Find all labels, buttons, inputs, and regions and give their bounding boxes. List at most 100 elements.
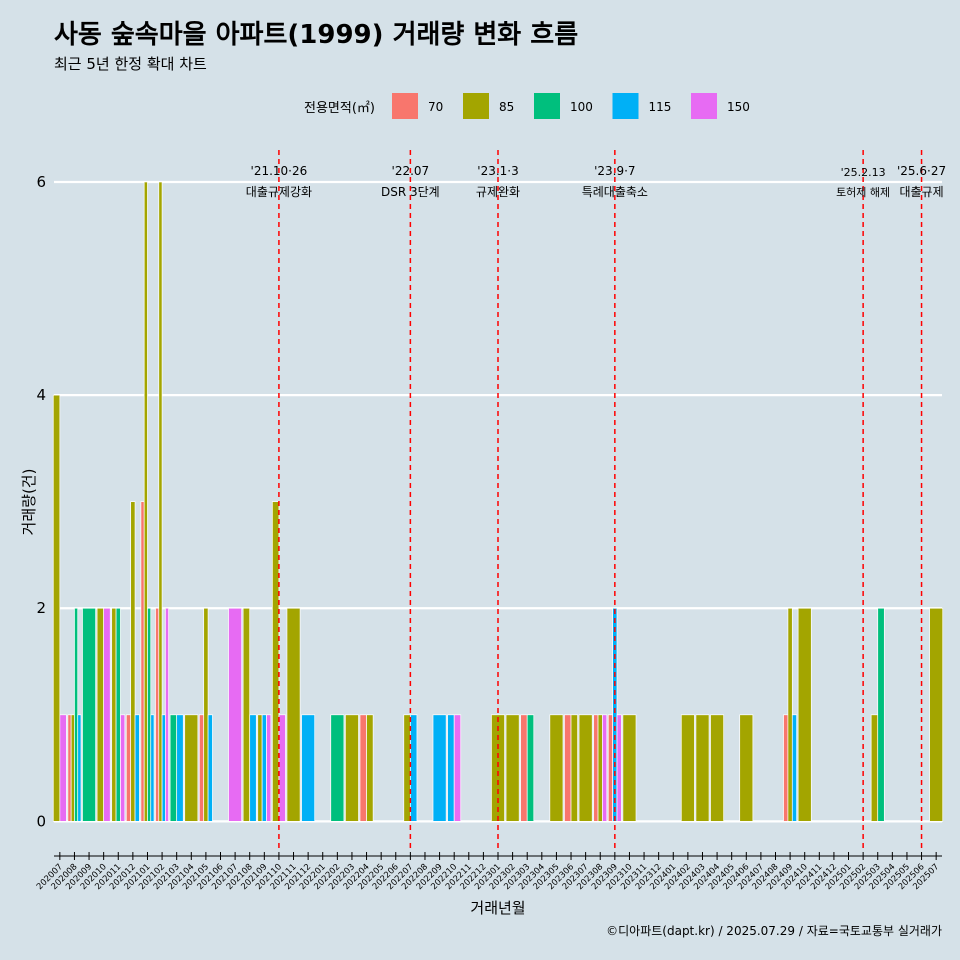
bar-202012-115 bbox=[134, 714, 140, 822]
bar-202101-70 bbox=[140, 501, 145, 822]
y-tick-2: 2 bbox=[36, 599, 46, 617]
bar-202102-115 bbox=[161, 714, 166, 822]
legend-swatch-100 bbox=[534, 93, 560, 119]
bar-202310-85 bbox=[622, 714, 637, 822]
legend-swatch-115 bbox=[612, 93, 639, 119]
bar-202011-150 bbox=[120, 714, 126, 822]
bar-202204-85 bbox=[366, 714, 374, 822]
bar-202301-85 bbox=[491, 714, 505, 822]
bar-202305-85 bbox=[549, 714, 564, 822]
bar-202210-150 bbox=[453, 714, 462, 822]
bar-202109-115 bbox=[261, 714, 267, 822]
event-label-202309: 특례대출축소 bbox=[582, 185, 648, 199]
bar-202105-115 bbox=[207, 714, 213, 822]
bar-202008-100 bbox=[74, 607, 79, 822]
bar-202102-85 bbox=[158, 181, 163, 822]
bar-202203-85 bbox=[345, 714, 359, 822]
bar-202503-85 bbox=[870, 714, 879, 822]
x-axis-title: 거래년월 bbox=[470, 899, 525, 917]
bar-202008-115 bbox=[77, 714, 82, 822]
event-date-202506: '25.6·27 bbox=[897, 164, 946, 178]
bar-202303-100 bbox=[526, 714, 535, 822]
bar-202012-70 bbox=[125, 714, 132, 822]
bar-202110-150 bbox=[278, 714, 286, 822]
caption: ©디아파트(dapt.kr) / 2025.07.29 / 자료=국토교통부 실… bbox=[606, 924, 942, 938]
bar-202011-100 bbox=[115, 607, 121, 822]
bar-202307-85 bbox=[578, 714, 593, 822]
bar-202309-150 bbox=[616, 714, 622, 822]
bar-202112-115 bbox=[301, 714, 316, 822]
event-markers: '21.10·26 대출규제강화 '22.07 DSR 3단계 '23.1·3 규제완화 '… bbox=[246, 150, 946, 848]
event-label-202502: 토허제 해제 bbox=[836, 185, 890, 199]
event-date-202110: '21.10·26 bbox=[251, 164, 308, 178]
legend-label-150: 150 bbox=[727, 100, 750, 114]
bar-202109-150 bbox=[266, 714, 272, 822]
legend-swatch-85 bbox=[463, 93, 489, 119]
legend-swatch-150 bbox=[691, 93, 717, 119]
bar-202306-85 bbox=[570, 714, 578, 822]
event-label-202301: 규제완화 bbox=[476, 185, 520, 199]
bar-202503-100 bbox=[877, 607, 885, 822]
bar-202009-100 bbox=[82, 607, 96, 822]
y-axis: 0 2 4 6 bbox=[36, 173, 46, 830]
bar-202308-85 bbox=[597, 714, 603, 822]
bar-202008-85 bbox=[70, 714, 75, 822]
bar-202103-100 bbox=[169, 714, 178, 822]
bar-202404-85 bbox=[710, 714, 725, 822]
bar-202108-115 bbox=[249, 714, 257, 822]
bar-202109-85 bbox=[257, 714, 263, 822]
bar-202105-70 bbox=[198, 714, 205, 822]
bars bbox=[52, 181, 944, 822]
bar-202108-85 bbox=[242, 607, 251, 822]
y-tick-4: 4 bbox=[36, 386, 46, 404]
y-tick-6: 6 bbox=[36, 173, 46, 191]
bar-202007-85 bbox=[52, 394, 61, 822]
bar-202409-115 bbox=[791, 714, 798, 822]
legend-title: 전용면적(㎡) bbox=[304, 101, 375, 116]
bar-202302-85 bbox=[505, 714, 520, 822]
bar-202209-115 bbox=[432, 714, 447, 822]
bar-202210-115 bbox=[447, 714, 455, 822]
event-date-202309: '23.9·7 bbox=[594, 164, 635, 178]
bar-202008-70 bbox=[67, 714, 72, 822]
event-label-202110: 대출규제강화 bbox=[246, 185, 312, 199]
bar-202103-115 bbox=[176, 714, 184, 822]
bar-202111-85 bbox=[286, 607, 301, 822]
bar-202101-100 bbox=[147, 607, 152, 822]
y-tick-0: 0 bbox=[36, 812, 46, 830]
event-label-202207: DSR 3단계 bbox=[381, 185, 440, 199]
legend-swatch-70 bbox=[392, 93, 418, 119]
bar-202403-85 bbox=[695, 714, 710, 822]
event-date-202301: '23.1·3 bbox=[477, 164, 518, 178]
bar-202409-70 bbox=[783, 714, 789, 822]
bar-202107-150 bbox=[228, 607, 243, 822]
legend-label-85: 85 bbox=[499, 100, 514, 114]
bar-202202-100 bbox=[330, 714, 345, 822]
bar-202101-115 bbox=[150, 714, 155, 822]
bar-202007-150 bbox=[59, 714, 67, 822]
bar-202410-85 bbox=[797, 607, 812, 822]
bar-202010-150 bbox=[103, 607, 111, 822]
bar-202306-70 bbox=[564, 714, 572, 822]
event-date-202207: '22.07 bbox=[392, 164, 430, 178]
event-label-202506: 대출규제 bbox=[899, 185, 943, 199]
bar-202102-150 bbox=[165, 607, 170, 822]
y-axis-title: 거래량(건) bbox=[20, 469, 38, 536]
bar-202308-70 bbox=[593, 714, 599, 822]
bar-202406-85 bbox=[739, 714, 754, 822]
bar-202110-85 bbox=[271, 501, 280, 822]
bar-202204-70 bbox=[359, 714, 367, 822]
chart-title: 사동 숲속마을 아파트(1999) 거래량 변화 흐름 bbox=[54, 20, 578, 50]
bar-202207-85 bbox=[403, 714, 411, 822]
bar-202409-85 bbox=[787, 607, 793, 822]
bar-202309-70 bbox=[607, 714, 614, 822]
bar-202010-85 bbox=[96, 607, 105, 822]
bar-202402-85 bbox=[680, 714, 695, 822]
bar-202207-115 bbox=[410, 714, 418, 822]
bar-202308-150 bbox=[602, 714, 608, 822]
legend-label-115: 115 bbox=[649, 100, 672, 114]
legend: 전용면적(㎡) 70 85 100 115 150 bbox=[304, 93, 750, 119]
bar-202303-70 bbox=[520, 714, 528, 822]
event-date-202502: '25.2.13 bbox=[841, 166, 886, 179]
